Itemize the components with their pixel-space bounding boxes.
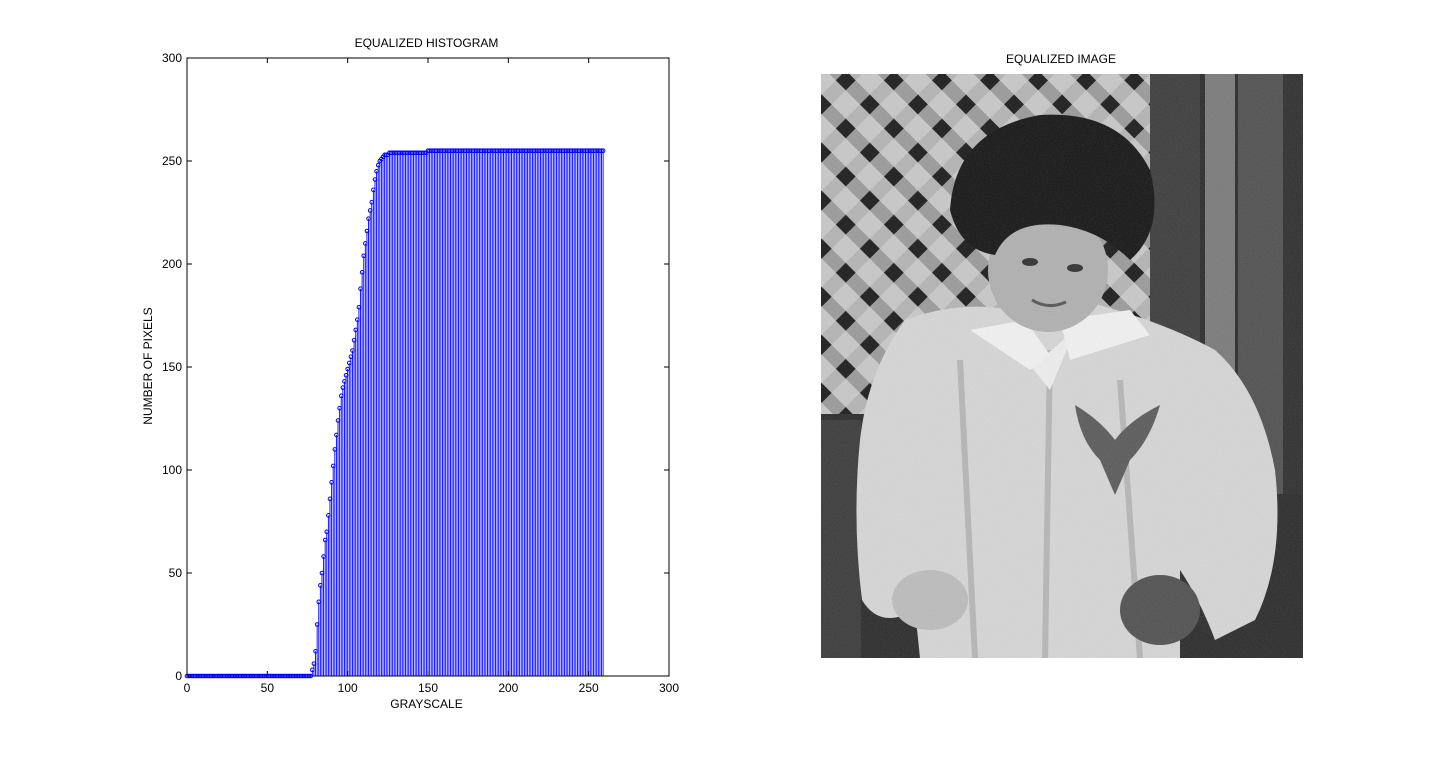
equalized-histogram-chart: EQUALIZED HISTOGRAM 0 50 100 150 200 250 300 0… xyxy=(141,36,679,711)
stem-marker xyxy=(306,673,312,679)
stem-marker xyxy=(600,148,606,153)
x-axis-ticks: 0 50 100 150 200 250 300 xyxy=(184,58,679,695)
y-tick-label: 250 xyxy=(162,154,182,168)
x-tick-label: 200 xyxy=(498,681,518,695)
equalized-image-panel: EQUALIZED IMAGE xyxy=(821,52,1303,658)
y-tick-label: 50 xyxy=(169,566,183,580)
x-axis-label: GRAYSCALE xyxy=(390,697,462,711)
y-tick-label: 300 xyxy=(162,51,182,65)
x-tick-label: 300 xyxy=(659,681,679,695)
y-tick-label: 0 xyxy=(175,669,182,683)
y-axis-ticks: 0 50 100 150 200 250 300 xyxy=(162,51,669,683)
y-tick-label: 200 xyxy=(162,257,182,271)
y-axis-label: NUMBER OF PIXELS xyxy=(141,307,155,424)
x-tick-label: 100 xyxy=(338,681,358,695)
y-tick-label: 100 xyxy=(162,463,182,477)
x-tick-label: 150 xyxy=(418,681,438,695)
chart-title: EQUALIZED HISTOGRAM xyxy=(355,36,499,50)
x-tick-label: 50 xyxy=(261,681,275,695)
y-tick-label: 150 xyxy=(162,360,182,374)
stem-series xyxy=(184,148,606,679)
x-tick-label: 250 xyxy=(579,681,599,695)
equalized-photo xyxy=(821,74,1303,658)
x-tick-label: 0 xyxy=(184,681,191,695)
image-title: EQUALIZED IMAGE xyxy=(1006,52,1116,66)
